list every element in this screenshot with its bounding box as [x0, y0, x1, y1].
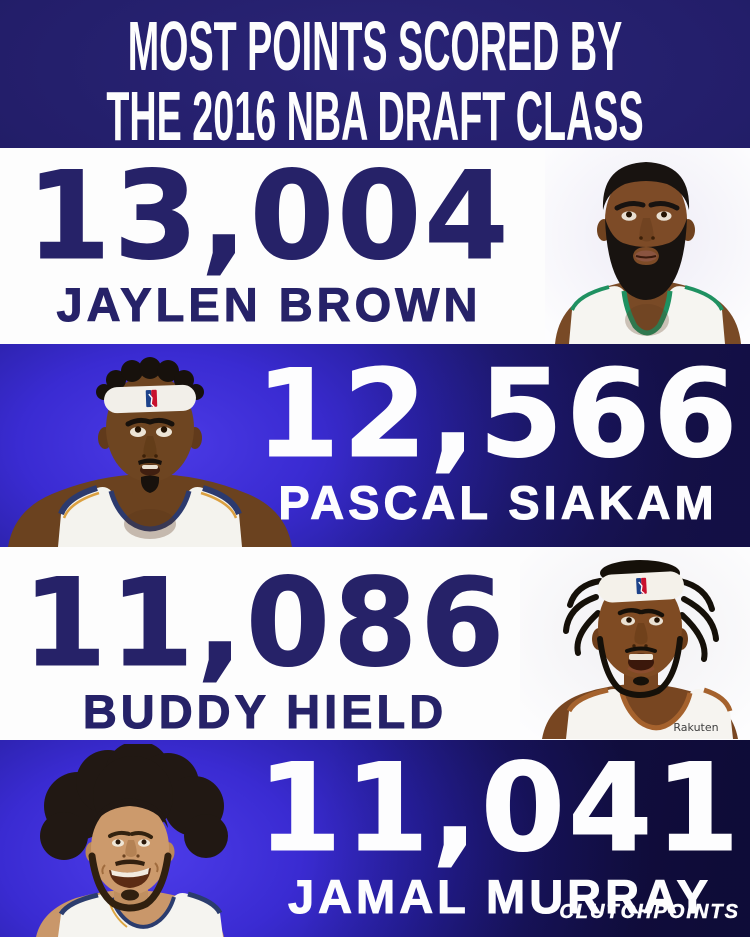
jamal-murray-photo	[8, 744, 248, 937]
player-name: PASCAL SIAKAM	[278, 476, 718, 530]
player-name: BUDDY HIELD	[82, 685, 448, 739]
points-value: 11,041	[257, 740, 743, 879]
header-banner: MOST POINTS SCORED BY THE 2016 NBA DRAFT…	[0, 0, 750, 152]
stat-row-pascal-siakam: 12,566 PASCAL SIAKAM	[0, 344, 750, 547]
svg-text:Rakuten: Rakuten	[673, 721, 718, 734]
pascal-siakam-photo	[0, 344, 300, 547]
nba-logo-icon	[636, 577, 647, 595]
player-name: JAMAL MURRAY	[287, 870, 713, 924]
stat-block: 12,566 PASCAL SIAKAM	[248, 344, 748, 530]
stat-row-jaylen-brown: 13,004 JAYLEN BROWN	[0, 148, 750, 344]
nba-logo-icon	[145, 389, 158, 408]
player-name: JAYLEN BROWN	[56, 278, 482, 332]
jaylen-brown-photo	[545, 148, 750, 344]
stat-block: 11,086 BUDDY HIELD	[8, 553, 522, 739]
stat-row-buddy-hield: 11,086 BUDDY HIELD Rakuten	[0, 547, 750, 740]
title-line-2: THE 2016 NBA DRAFT CLASS	[106, 75, 644, 155]
clutchpoints-logo: CLUTCHPOINTS	[559, 901, 740, 924]
stat-block: 11,041 JAMAL MURRAY	[252, 740, 748, 924]
buddy-hield-photo: Rakuten	[520, 547, 750, 739]
title-line-1: MOST POINTS SCORED BY	[127, 5, 623, 86]
braids	[563, 578, 719, 662]
points-value: 11,086	[22, 553, 508, 694]
points-value: 13,004	[26, 148, 512, 287]
stat-block: 13,004 JAYLEN BROWN	[4, 148, 534, 332]
stat-row-jamal-murray: 11,041 JAMAL MURRAY CLUTCHPOINTS	[0, 740, 750, 937]
points-value: 12,566	[255, 344, 741, 485]
